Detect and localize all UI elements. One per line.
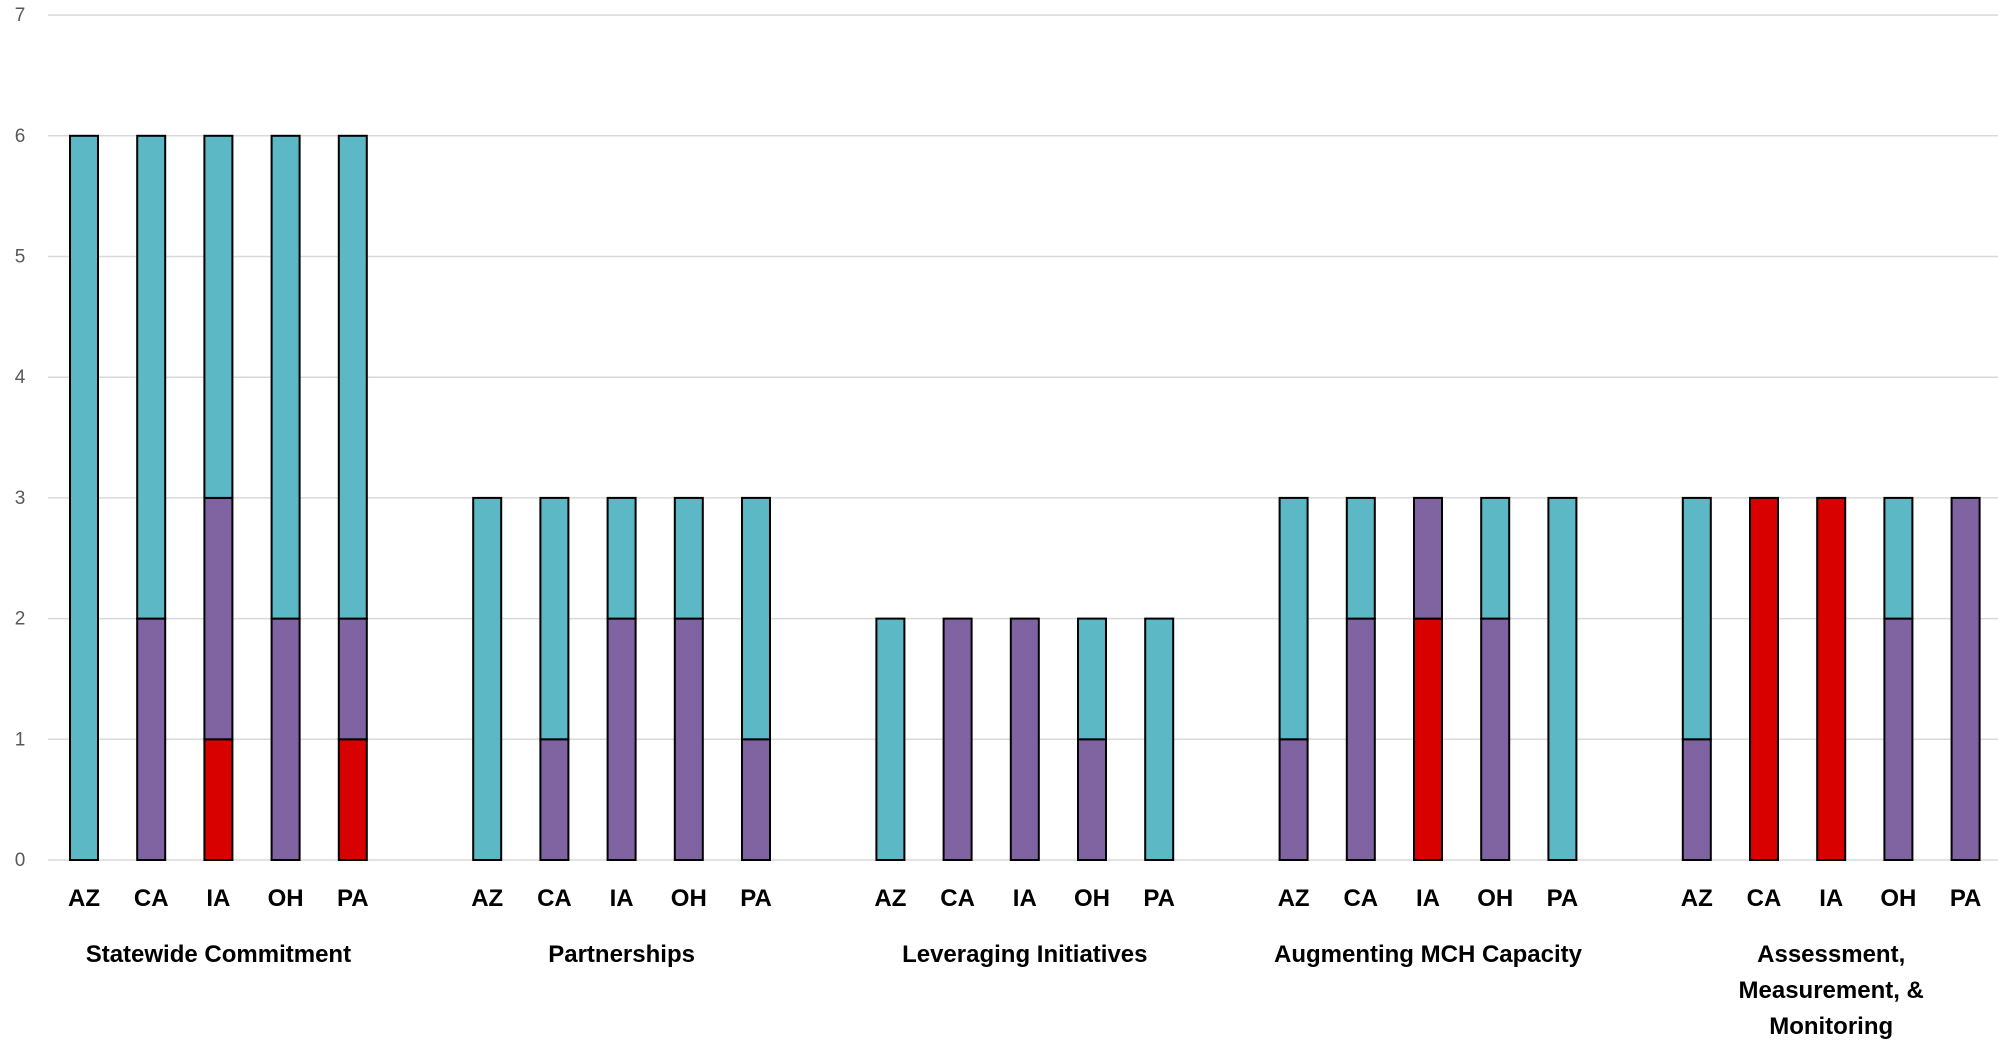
y-axis: 0 1 2 3 4 5 6 7 <box>15 5 26 871</box>
x-group-label: Assessment, <box>1757 941 1905 968</box>
x-category-label: IA <box>1819 885 1843 912</box>
bar-segment-teal <box>136 134 167 620</box>
x-category-label: PA <box>337 885 369 912</box>
x-group-label: Monitoring <box>1769 1013 1893 1040</box>
y-tick-label: 2 <box>15 609 26 630</box>
bar-segment-purple <box>673 617 704 861</box>
bar-segment-teal <box>1480 496 1511 620</box>
y-tick-label: 5 <box>15 247 26 268</box>
x-category-label: CA <box>134 885 169 912</box>
x-category-label: OH <box>1074 885 1110 912</box>
x-category-label: OH <box>1880 885 1916 912</box>
bar-segment-purple <box>1345 617 1376 861</box>
x-category-labels: AZ CA IA OH PA AZ CA IA OH PA AZ CA IA OH PA AZ CA IA OH PA… <box>68 885 1981 912</box>
bar-segment-purple <box>1681 738 1712 861</box>
x-category-label: AZ <box>471 885 503 912</box>
bar-segment-purple <box>539 738 570 861</box>
bar-segment-teal <box>606 496 637 620</box>
bar-segment-teal <box>337 134 368 620</box>
bar-segment-teal <box>203 134 234 499</box>
bar-segment-red <box>337 738 368 861</box>
bar-segment-purple <box>741 738 771 861</box>
bar-segment-teal <box>1077 617 1107 741</box>
bar-segment-purple <box>337 617 368 741</box>
x-category-label: OH <box>671 885 707 912</box>
x-category-label: CA <box>940 885 975 912</box>
x-category-label: OH <box>1477 885 1513 912</box>
x-category-label: CA <box>1343 885 1378 912</box>
bar-segment-teal <box>270 134 301 620</box>
x-group-labels: Statewide Commitment Partnerships Leveragi… <box>86 941 1924 1040</box>
bar-segment-teal <box>1681 496 1712 741</box>
bar-segment-teal <box>673 496 704 620</box>
bar-segment-teal <box>1883 496 1914 620</box>
x-category-label: CA <box>1747 885 1782 912</box>
x-category-label: AZ <box>874 885 906 912</box>
bar-segment-teal <box>1278 496 1309 741</box>
y-tick-label: 1 <box>15 729 26 750</box>
bar-segment-purple <box>1413 496 1443 620</box>
x-category-label: IA <box>1416 885 1440 912</box>
y-tick-label: 6 <box>15 126 26 147</box>
bar-segment-purple <box>203 496 234 741</box>
bar-segment-purple <box>1077 738 1107 861</box>
bar-segment-teal <box>472 496 503 861</box>
y-tick-label: 4 <box>15 367 26 388</box>
bar-segment-teal <box>741 496 771 741</box>
bar-segment-red <box>1816 496 1847 861</box>
x-category-label: PA <box>1143 885 1175 912</box>
x-category-label: PA <box>740 885 772 912</box>
x-category-label: IA <box>610 885 634 912</box>
bar-segment-teal <box>1547 496 1578 861</box>
bar-segment-purple <box>136 617 167 861</box>
x-category-label: IA <box>1013 885 1037 912</box>
x-category-label: CA <box>537 885 572 912</box>
x-group-label: Augmenting MCH Capacity <box>1274 941 1583 968</box>
y-tick-label: 3 <box>15 488 26 509</box>
bar-segment-purple <box>1009 617 1040 861</box>
bar-segment-purple <box>942 617 973 861</box>
x-category-label: AZ <box>1278 885 1310 912</box>
bar-segment-purple <box>1278 738 1309 861</box>
bar-segment-purple <box>1950 496 1981 861</box>
bars <box>69 134 1981 862</box>
bar-segment-red <box>1413 617 1443 861</box>
x-category-label: IA <box>206 885 230 912</box>
x-group-label: Partnerships <box>548 941 695 968</box>
x-category-label: OH <box>268 885 304 912</box>
bar-segment-teal <box>1345 496 1376 620</box>
bar-segment-teal <box>1144 617 1175 861</box>
x-group-label: Measurement, & <box>1739 977 1924 1004</box>
x-category-label: PA <box>1547 885 1579 912</box>
bar-segment-red <box>1749 496 1779 861</box>
bar-segment-teal <box>69 134 99 862</box>
bar-segment-teal <box>539 496 570 741</box>
bar-segment-red <box>203 738 234 861</box>
bar-segment-purple <box>1883 617 1914 861</box>
bar-segment-purple <box>606 617 637 861</box>
x-category-label: AZ <box>1681 885 1713 912</box>
x-group-label: Leveraging Initiatives <box>902 941 1147 968</box>
bar-segment-purple <box>1480 617 1511 861</box>
bar-segment-purple <box>270 617 301 861</box>
y-tick-label: 7 <box>15 5 26 26</box>
x-category-label: AZ <box>68 885 100 912</box>
x-group-label: Statewide Commitment <box>86 941 351 968</box>
x-category-label: PA <box>1950 885 1982 912</box>
y-tick-label: 0 <box>15 850 26 871</box>
bar-segment-teal <box>875 617 906 861</box>
